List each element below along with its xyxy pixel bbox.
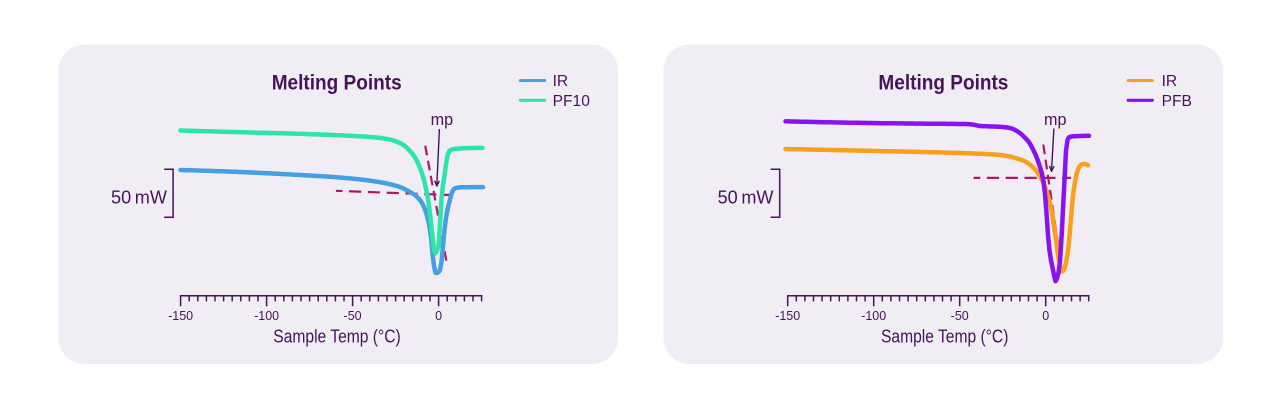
svg-text:PFB: PFB — [1162, 93, 1192, 110]
svg-text:-100: -100 — [861, 309, 886, 323]
svg-text:0: 0 — [435, 309, 442, 323]
svg-text:50 mW: 50 mW — [111, 187, 167, 208]
svg-text:0: 0 — [1042, 309, 1049, 323]
svg-text:mp: mp — [431, 110, 454, 129]
svg-text:-150: -150 — [775, 309, 800, 323]
svg-text:PF10: PF10 — [553, 93, 591, 110]
svg-text:50 mW: 50 mW — [718, 187, 774, 208]
svg-text:-50: -50 — [344, 309, 362, 323]
svg-text:Melting Points: Melting Points — [272, 72, 402, 95]
svg-text:Melting Points: Melting Points — [878, 72, 1008, 95]
svg-text:IR: IR — [553, 73, 569, 90]
svg-text:-100: -100 — [254, 309, 279, 323]
svg-text:-50: -50 — [951, 309, 969, 323]
svg-text:Sample Temp (°C): Sample Temp (°C) — [273, 325, 400, 346]
svg-text:-150: -150 — [168, 309, 193, 323]
svg-text:Sample Temp (°C): Sample Temp (°C) — [881, 325, 1008, 346]
svg-text:IR: IR — [1162, 73, 1178, 90]
svg-text:mp: mp — [1044, 110, 1067, 129]
